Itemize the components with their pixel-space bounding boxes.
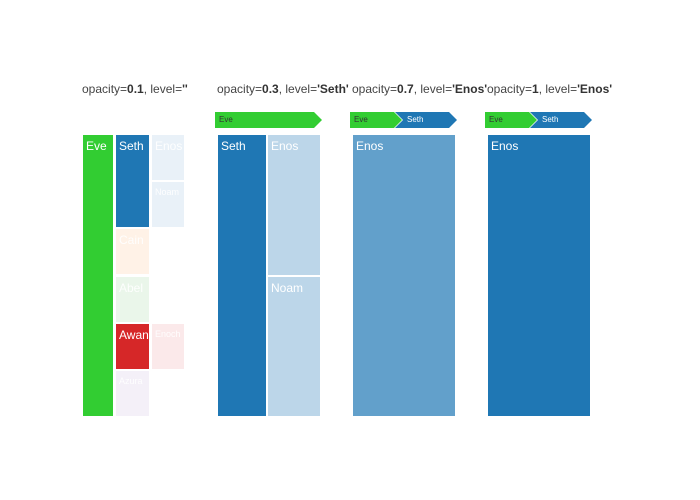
treemap-tile-cain[interactable]: Cain [116, 229, 149, 274]
tile-label: Eve [86, 139, 107, 153]
treemap-tile-noam[interactable]: Noam [152, 182, 184, 227]
pathbar-label: Seth [542, 115, 559, 124]
tile-label: Enos [356, 139, 384, 153]
treemap-tile-enoch[interactable]: Enoch [152, 324, 184, 369]
pathbar-label: Eve [354, 115, 368, 124]
tile-label: Enoch [155, 329, 181, 339]
treemap-tile-awan[interactable]: Awan [116, 324, 149, 369]
pathbar-crumb-eve[interactable]: Eve [350, 112, 402, 128]
treemap-tile-noam[interactable]: Noam [268, 277, 320, 416]
tile-label: Enos [155, 139, 183, 153]
tile-label: Seth [221, 139, 246, 153]
treemap-tile-azura[interactable]: Azura [116, 371, 149, 416]
pathbar-label: Seth [407, 115, 424, 124]
treemap-tile-abel[interactable]: Abel [116, 277, 149, 322]
subplot-title-4: opacity=1, level='Enos' [487, 82, 613, 96]
tile-label: Abel [119, 281, 144, 295]
tile-label: Enos [491, 139, 519, 153]
tile-label: Noam [271, 281, 304, 295]
tile-label: Awan [119, 328, 149, 342]
tile-label: Azura [119, 376, 143, 386]
tile-label: Seth [119, 139, 144, 153]
subplot-title-3: opacity=0.7, level='Enos' [352, 82, 488, 96]
pathbar-crumb-eve[interactable]: Eve [485, 112, 537, 128]
treemap-tile-enos[interactable]: Enos [152, 135, 184, 180]
pathbar-crumb-seth[interactable]: Seth [530, 112, 592, 128]
pathbar-label: Eve [219, 115, 233, 124]
treemap-tile-seth[interactable]: Seth [116, 135, 149, 227]
pathbar-crumb-eve[interactable]: Eve [215, 112, 322, 128]
treemap-tile-seth[interactable]: Seth [218, 135, 266, 416]
tile-label: Noam [155, 187, 180, 197]
treemap-tile-enos[interactable]: Enos [353, 135, 455, 416]
treemap-tile-enos[interactable]: Enos [488, 135, 590, 416]
tile-label: Cain [119, 233, 144, 247]
tile-label: Enos [271, 139, 299, 153]
treemap-tile-eve[interactable]: Eve [83, 135, 113, 416]
pathbar-crumb-seth[interactable]: Seth [395, 112, 457, 128]
subplot-title-2: opacity=0.3, level='Seth' [217, 82, 349, 96]
subplot-title-1: opacity=0.1, level='' [82, 82, 188, 96]
pathbar-label: Eve [489, 115, 503, 124]
treemap-tile-enos[interactable]: Enos [268, 135, 320, 275]
